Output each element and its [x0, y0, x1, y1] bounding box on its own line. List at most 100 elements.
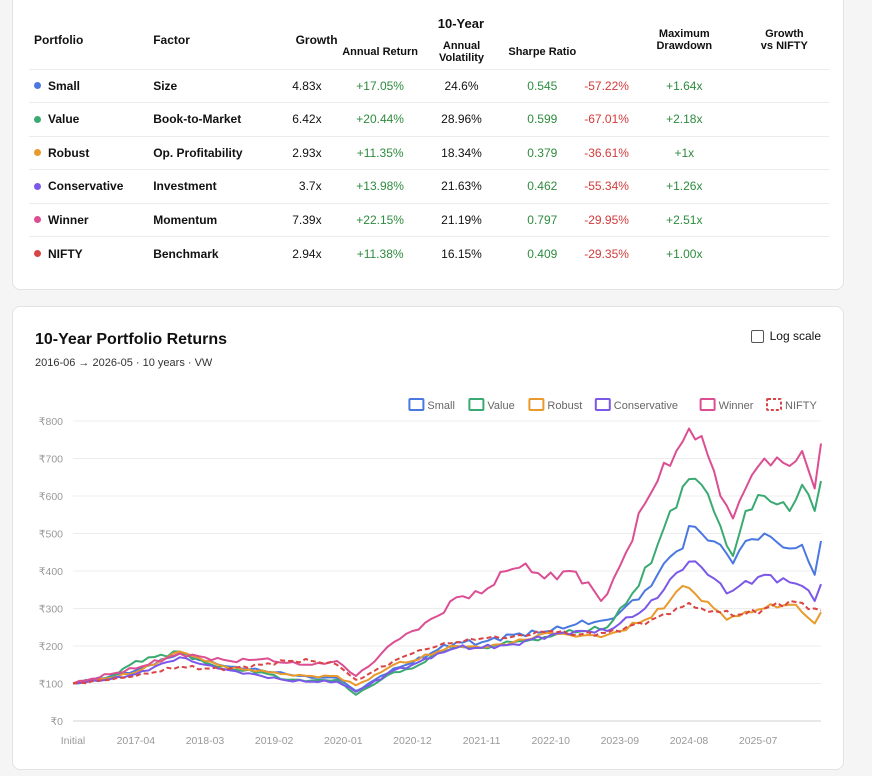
legend-swatch — [594, 398, 611, 411]
x-tick-label: 2021-11 — [463, 735, 501, 747]
y-tick-label: ₹0 — [50, 716, 63, 728]
sharpe-cell: 0.545 — [527, 78, 558, 93]
y-tick-label: ₹700 — [39, 454, 63, 466]
growth-cell: 2.94x — [292, 246, 322, 261]
x-tick-label: 2020-01 — [324, 735, 363, 747]
y-tick-label: ₹400 — [39, 566, 63, 578]
series-line-small — [72, 525, 822, 692]
x-tick-label: 2020-12 — [393, 735, 432, 747]
portfolio-name: Winner — [48, 212, 89, 227]
series-color-dot — [34, 182, 41, 190]
y-tick-label: ₹500 — [39, 529, 63, 541]
x-tick-label: 2023-09 — [601, 735, 640, 747]
portfolio-name-cell: Winner — [29, 203, 153, 237]
header-growth-vs-nifty: Growth vs NIFTY — [740, 11, 829, 69]
table-row: Robust Op. Profitability 2.93x +11.35% 1… — [29, 136, 829, 170]
legend-label: Conservative — [614, 400, 678, 412]
table-row: Value Book-to-Market 6.42x +20.44% 28.96… — [29, 102, 829, 137]
series-line-nifty — [72, 600, 822, 685]
growth-vs-nifty-cell: +1.26x — [666, 179, 703, 194]
x-tick-label: Initial — [61, 735, 86, 747]
header-max-drawdown-line2: Drawdown — [656, 39, 713, 52]
series-line-conservative — [72, 560, 822, 693]
y-tick-label: ₹200 — [39, 641, 63, 653]
portfolio-name: NIFTY — [48, 246, 83, 261]
series-color-dot — [34, 249, 41, 257]
factor-cell: Op. Profitability — [153, 145, 243, 160]
series-color-dot — [34, 82, 41, 90]
annual-return-cell: +11.35% — [356, 145, 404, 160]
header-spacer — [584, 11, 629, 35]
header-max-drawdown: Maximum Drawdown — [629, 11, 740, 69]
header-volatility-line1: Annual — [442, 39, 481, 52]
portfolio-name: Robust — [48, 145, 90, 160]
volatility-cell: 18.34% — [441, 145, 482, 160]
legend-label: NIFTY — [785, 400, 817, 412]
growth-cell: 7.39x — [292, 212, 322, 227]
x-tick-label: 2022-10 — [531, 735, 570, 747]
volatility-cell: 28.96% — [441, 112, 482, 127]
log-scale-checkbox[interactable] — [750, 329, 764, 343]
y-tick-label: ₹100 — [39, 679, 63, 691]
legend-label: Robust — [547, 400, 582, 412]
series-color-dot — [34, 149, 41, 157]
max-drawdown-cell: -36.61% — [584, 145, 629, 160]
portfolio-name-cell: Robust — [29, 136, 153, 170]
y-tick-label: ₹600 — [39, 491, 63, 503]
x-tick-label: 2017-04 — [117, 735, 156, 747]
x-tick-label: 2019-02 — [255, 735, 294, 747]
volatility-cell: 21.63% — [441, 179, 482, 194]
growth-cell: 4.83x — [292, 78, 322, 93]
series-line-winner — [72, 427, 822, 685]
header-factor: Factor — [153, 32, 190, 47]
legend-swatch — [699, 398, 716, 411]
metrics-table: Portfolio Factor Growth 10-Year Maximum … — [29, 11, 829, 270]
header-max-drawdown-line1: Maximum — [658, 27, 710, 40]
header-spacer-2 — [584, 35, 629, 69]
log-scale-label: Log scale — [769, 329, 821, 343]
sharpe-cell: 0.599 — [527, 112, 558, 127]
annual-return-cell: +13.98% — [356, 179, 404, 194]
growth-vs-nifty-cell: +1.64x — [666, 78, 703, 93]
series-color-dot — [34, 115, 41, 123]
y-tick-label: ₹800 — [39, 416, 63, 428]
max-drawdown-cell: -55.34% — [584, 179, 629, 194]
factor-cell: Momentum — [153, 212, 218, 227]
annual-return-cell: +22.15% — [356, 212, 404, 227]
portfolio-name: Conservative — [48, 179, 124, 194]
annual-return-cell: +17.05% — [356, 78, 404, 93]
portfolio-name-cell: Value — [29, 103, 153, 137]
factor-cell: Book-to-Market — [153, 112, 242, 127]
legend-swatch — [468, 398, 485, 411]
max-drawdown-cell: -57.22% — [584, 78, 629, 93]
legend-swatch — [766, 398, 782, 411]
sharpe-cell: 0.797 — [527, 212, 558, 227]
growth-cell: 2.93x — [292, 145, 322, 160]
x-tick-label: 2025-07 — [739, 735, 778, 747]
growth-vs-nifty-cell: +2.18x — [666, 112, 703, 127]
chart-subtitle: 2016-06 → 2026-05 · 10 years · VW — [35, 357, 213, 369]
header-vs-nifty-line1: Growth — [765, 27, 804, 40]
volatility-cell: 21.19% — [441, 212, 482, 227]
growth-vs-nifty-cell: +1x — [674, 145, 695, 160]
portfolio-name-cell: NIFTY — [29, 237, 153, 271]
legend-label: Winner — [719, 400, 754, 412]
header-vs-nifty-line2: vs NIFTY — [760, 39, 808, 52]
growth-cell: 3.7x — [298, 179, 322, 194]
growth-vs-nifty-cell: +1.00x — [666, 246, 703, 261]
max-drawdown-cell: -29.95% — [584, 212, 629, 227]
header-annual-volatility: Annual Volatility — [423, 35, 501, 69]
factor-cell: Investment — [153, 179, 217, 194]
table-row: NIFTY Benchmark 2.94x +11.38% 16.15% 0.4… — [29, 236, 829, 271]
series-line-value — [72, 477, 822, 696]
growth-vs-nifty-cell: +2.51x — [666, 212, 703, 227]
log-scale-toggle[interactable]: Log scale — [750, 329, 821, 343]
table-row: Winner Momentum 7.39x +22.15% 21.19% 0.7… — [29, 203, 829, 237]
max-drawdown-cell: -67.01% — [584, 112, 629, 127]
volatility-cell: 16.15% — [441, 246, 482, 261]
metrics-card: Portfolio Factor Growth 10-Year Maximum … — [12, 0, 844, 290]
growth-cell: 6.42x — [292, 112, 322, 127]
x-tick-label: 2024-08 — [670, 735, 709, 747]
sharpe-cell: 0.462 — [527, 179, 558, 194]
line-chart: ₹0 ₹100 ₹200 ₹300 ₹400 ₹500 ₹600 ₹700 ₹800 Initia… — [39, 398, 822, 747]
